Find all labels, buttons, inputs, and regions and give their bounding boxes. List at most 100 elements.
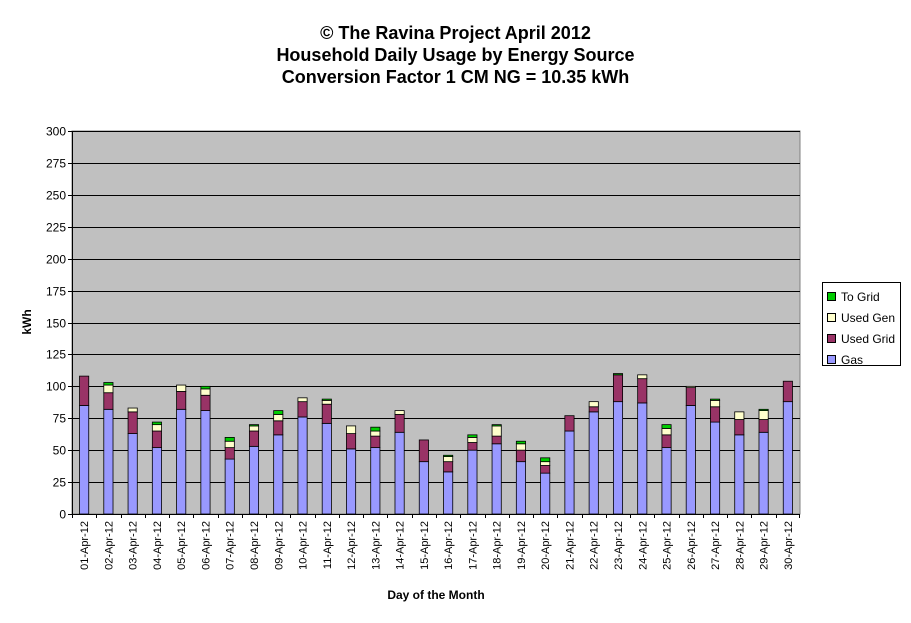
bar-used-grid: [176, 391, 187, 410]
x-tick-label: 29-Apr-12: [759, 521, 771, 570]
chart-title-line-3: Conversion Factor 1 CM NG = 10.35 kWh: [281, 67, 630, 87]
bar-to-grid: [515, 440, 526, 445]
bar-to-grid: [540, 457, 551, 463]
x-tick-label: 21-Apr-12: [564, 521, 576, 570]
y-tick-label: 150: [46, 317, 66, 331]
x-tick-label: 23-Apr-12: [613, 521, 625, 570]
bar-gas: [346, 448, 357, 515]
bar-gas: [685, 405, 696, 515]
y-tick-label: 225: [46, 221, 66, 235]
bar-gas: [127, 433, 138, 515]
bar-gas: [418, 461, 429, 515]
x-tick-label: 25-Apr-12: [662, 521, 674, 570]
bar-used-grid: [200, 394, 211, 411]
bar-used-gen: [467, 436, 478, 443]
x-tick-label: 13-Apr-12: [370, 521, 382, 570]
bar-gas: [103, 408, 114, 515]
bar-used-grid: [321, 403, 332, 424]
bar-to-grid: [612, 373, 624, 376]
bar-used-grid: [224, 447, 235, 460]
bar-gas: [758, 431, 769, 515]
y-tick-label: 100: [46, 380, 66, 394]
legend-item: Gas: [827, 349, 900, 370]
bar-used-gen: [758, 410, 769, 420]
y-tick-label: 50: [53, 444, 67, 458]
legend-label: Used Grid: [841, 331, 896, 346]
x-tick-label: 04-Apr-12: [152, 521, 164, 570]
bar-used-grid: [273, 420, 284, 436]
x-tick-label: 02-Apr-12: [103, 521, 115, 570]
bar-used-grid: [467, 442, 478, 451]
bar-used-grid: [79, 375, 90, 406]
x-tick-label: 20-Apr-12: [540, 521, 552, 570]
x-tick-label: 19-Apr-12: [516, 521, 528, 570]
bar-to-grid: [710, 398, 721, 401]
y-axis-label: kWh: [20, 309, 34, 334]
bar-used-grid: [758, 419, 769, 433]
bar-used-gen: [710, 399, 721, 408]
y-tick-label: 200: [46, 253, 66, 267]
bar-used-gen: [370, 430, 381, 437]
bar-used-gen: [176, 384, 187, 392]
bar-gas: [200, 410, 211, 515]
bar-gas: [224, 458, 235, 515]
bar-to-grid: [467, 434, 478, 438]
bar-used-grid: [685, 387, 696, 406]
bar-used-gen: [394, 410, 405, 415]
bar-gas: [734, 434, 745, 515]
x-tick-label: 14-Apr-12: [395, 521, 407, 570]
x-tick-label: 12-Apr-12: [346, 521, 358, 570]
bar-to-grid: [758, 408, 769, 411]
bar-used-gen: [224, 440, 235, 449]
bar-used-gen: [321, 399, 332, 405]
bar-gas: [394, 431, 405, 515]
legend-label: Gas: [841, 352, 864, 367]
x-tick-label: 03-Apr-12: [128, 521, 140, 570]
legend-item: To Grid: [827, 286, 900, 307]
x-tick-label: 15-Apr-12: [419, 521, 431, 570]
y-tick-label: 0: [59, 508, 66, 522]
legend-label: To Grid: [841, 289, 880, 304]
bar-used-gen: [200, 388, 211, 396]
bar-used-gen: [248, 425, 260, 432]
bar-gas: [612, 401, 624, 515]
y-tick-label: 75: [53, 412, 67, 426]
bar-to-grid: [224, 436, 235, 442]
y-tick-label: 300: [46, 125, 66, 139]
bar-used-grid: [103, 392, 114, 410]
bar-gas: [176, 408, 187, 515]
legend-swatch: [827, 313, 836, 322]
bar-gas: [321, 422, 332, 515]
x-tick-label: 06-Apr-12: [200, 521, 212, 570]
bar-to-grid: [443, 454, 454, 457]
y-tick-label: 25: [53, 476, 67, 490]
x-tick-label: 16-Apr-12: [443, 521, 455, 570]
bar-to-grid: [248, 424, 260, 427]
x-tick-label: 07-Apr-12: [225, 521, 237, 570]
y-tick-label: 275: [46, 157, 66, 171]
x-tick-label: 05-Apr-12: [176, 521, 188, 570]
bar-used-grid: [248, 430, 260, 447]
x-tick-label: 01-Apr-12: [79, 521, 91, 570]
plot-area: 0 25 50 75 100 125 150 175 200 225 250 275 300 01-Apr…: [46, 125, 801, 570]
bar-gas: [443, 471, 454, 515]
bar-used-gen: [637, 374, 648, 380]
chart-title: © The Ravina Project April 2012 Househol…: [0, 22, 911, 88]
bar-gas: [491, 443, 502, 515]
bar-used-gen: [127, 407, 138, 413]
bar-used-grid: [418, 439, 429, 463]
x-tick-label: 17-Apr-12: [467, 521, 479, 570]
x-tick-label: 11-Apr-12: [322, 521, 334, 569]
bar-used-grid: [540, 465, 551, 474]
bar-used-gen: [734, 411, 745, 420]
bar-used-grid: [127, 411, 138, 434]
bar-to-grid: [200, 385, 211, 390]
bar-used-gen: [103, 384, 114, 394]
bar-used-grid: [515, 449, 526, 463]
y-tick-label: 175: [46, 285, 66, 299]
bar-used-grid: [370, 435, 381, 449]
x-tick-label: 08-Apr-12: [249, 521, 261, 570]
bar-gas: [370, 447, 381, 515]
legend-item: Used Grid: [827, 328, 900, 349]
bar-gas: [515, 461, 526, 515]
